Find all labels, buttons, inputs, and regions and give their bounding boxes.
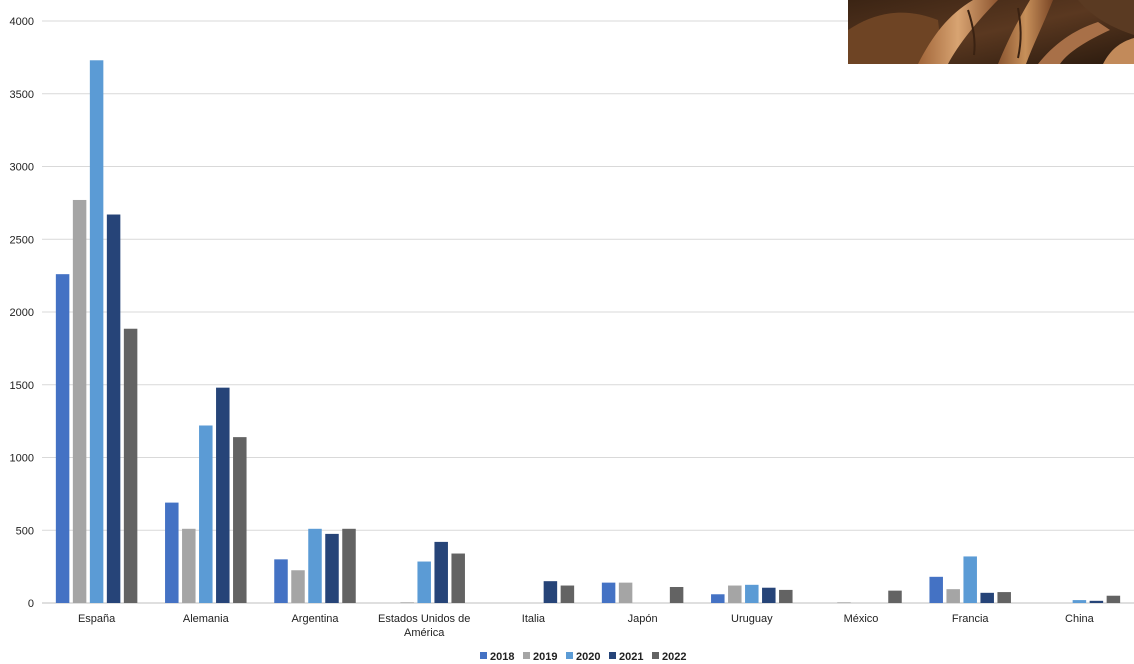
x-tick-label: Italia [522,613,546,625]
legend-swatch [652,652,659,659]
bar [980,592,994,603]
bar [274,559,288,603]
bar [601,582,616,603]
cinnamon-photo-graphic [848,0,1134,64]
bar [1106,595,1121,603]
bar [888,590,902,603]
bar [929,576,943,603]
y-tick-label: 3000 [10,162,34,174]
bar [233,437,247,603]
y-tick-label: 1500 [10,380,34,392]
bar [946,589,960,603]
bar [451,553,465,603]
x-tick-label: China [1065,613,1095,625]
bar [837,602,851,604]
legend-label: 2020 [576,651,600,663]
y-tick-label: 1000 [10,453,34,465]
x-tick-label: Uruguay [731,613,773,625]
bars [55,60,1121,604]
bar [434,541,448,603]
y-tick-label: 4000 [10,16,34,28]
x-tick-label: Francia [952,613,990,625]
bar [669,586,684,603]
x-tick-label: Alemania [183,613,230,625]
bar [1089,600,1104,603]
bar [55,274,70,603]
bar [618,582,633,603]
bar [543,581,558,603]
bar [728,585,742,603]
bar [963,556,977,603]
bar [291,570,305,603]
x-tick-label: Estados Unidos de [378,613,470,625]
legend-swatch [480,652,487,659]
legend-swatch [566,652,573,659]
legend-label: 2018 [490,651,514,663]
y-tick-label: 2000 [10,307,34,319]
bar [779,589,793,603]
bar [997,592,1011,603]
y-tick-label: 0 [28,598,34,610]
bar [417,561,431,603]
legend-label: 2019 [533,651,557,663]
legend: 2018 2019 2020 2021 2022 [480,651,686,663]
y-tick-label: 3500 [10,89,34,101]
bar [1072,600,1087,603]
bar [106,214,121,603]
legend-label: 2022 [662,651,686,663]
bar [560,585,575,603]
legend-swatch [609,652,616,659]
legend-swatch [523,652,530,659]
x-tick-label: Japón [628,613,658,625]
bar [123,328,138,603]
x-axis-labels: España Alemania Argentina Estados Unidos de… [78,613,1095,639]
bar [89,60,104,604]
bar [72,199,87,603]
bar [199,425,213,603]
x-tick-label: América [404,627,445,639]
bar [325,533,339,603]
x-tick-label: México [844,613,879,625]
y-tick-label: 2500 [10,234,34,246]
x-tick-label: Argentina [291,613,339,625]
bar [165,502,179,603]
bar [745,584,759,603]
bar [342,528,356,603]
bar [182,528,196,603]
x-tick-label: España [78,613,116,625]
y-axis-ticks: 0 500 1000 1500 2000 2500 3000 3500 4000 [10,16,34,610]
legend-label: 2021 [619,651,643,663]
bar [400,602,414,604]
bar [711,594,725,603]
cinnamon-photo [848,0,1134,64]
bar [762,587,776,603]
y-tick-label: 500 [16,525,34,537]
bar [216,387,230,603]
bar [308,528,322,603]
